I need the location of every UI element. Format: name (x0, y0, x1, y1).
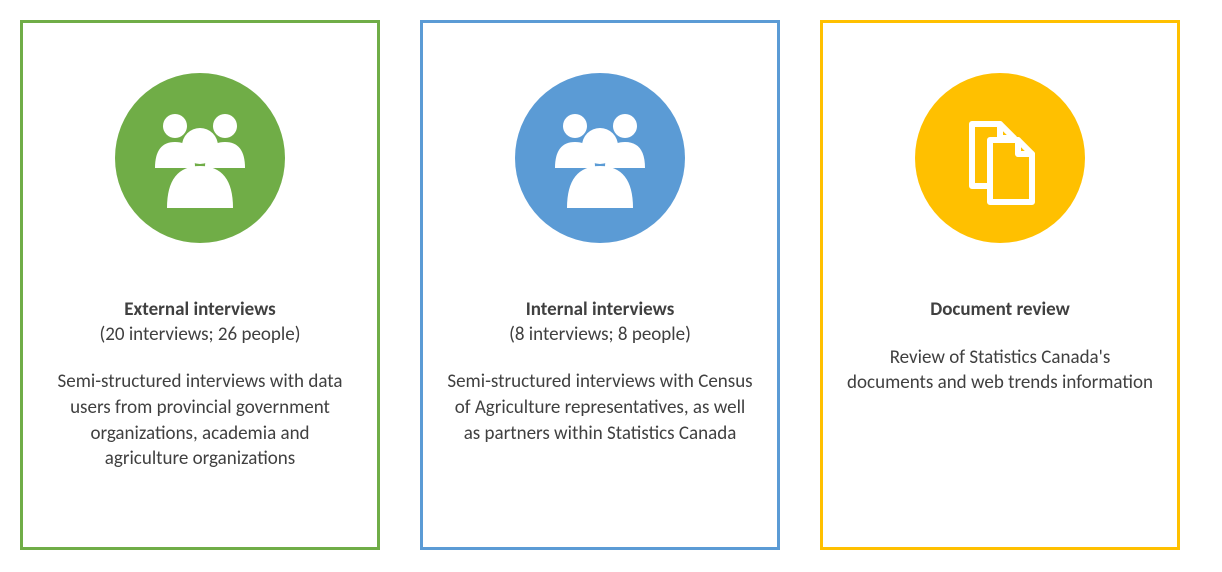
icon-circle-external (115, 73, 285, 243)
icon-circle-document (915, 73, 1085, 243)
card-title: Document review (930, 298, 1070, 323)
card-subtitle: (8 interviews; 8 people) (509, 323, 691, 348)
card-document: Document review Review of Statistics Can… (820, 20, 1180, 550)
card-description: Review of Statistics Canada's documents … (847, 345, 1153, 396)
icon-circle-internal (515, 73, 685, 243)
card-internal: Internal interviews (8 interviews; 8 peo… (420, 20, 780, 550)
card-title: External interviews (124, 298, 275, 323)
card-description: Semi-structured interviews with Census o… (447, 369, 753, 446)
people-group-icon (145, 108, 255, 208)
documents-icon (950, 108, 1050, 208)
card-subtitle: (20 interviews; 26 people) (100, 323, 301, 348)
card-description: Semi-structured interviews with data use… (47, 369, 353, 472)
card-external: External interviews (20 interviews; 26 p… (20, 20, 380, 550)
people-group-icon (545, 108, 655, 208)
card-title: Internal interviews (526, 298, 675, 323)
